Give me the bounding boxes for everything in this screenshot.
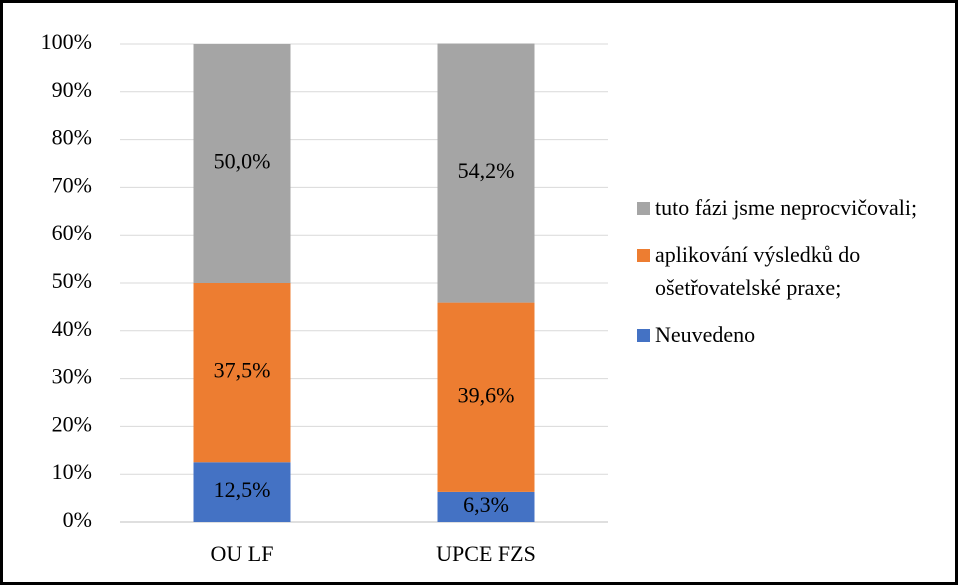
- legend-item: aplikování výsledků do ošetřovatelské pr…: [637, 238, 937, 304]
- bar-segment: [437, 43, 535, 303]
- chart: 0% 10% 20% 30% 40% 50% 60% 70% 80% 90% 100% OU LF 12…: [41, 29, 608, 566]
- y-tick-label: 50%: [52, 268, 92, 293]
- x-tick-label: UPCE FZS: [436, 541, 536, 566]
- y-tick-label: 40%: [52, 316, 92, 341]
- legend-label: Neuvedeno: [655, 322, 756, 347]
- legend-item: tuto fázi jsme neprocvičovali;: [637, 191, 937, 224]
- y-tick-label: 100%: [41, 29, 92, 54]
- legend-label: tuto fázi jsme neprocvičovali;: [655, 195, 918, 220]
- bar-segment: [437, 491, 535, 522]
- y-tick-label: 0%: [63, 507, 92, 532]
- data-label: 54,2%: [458, 158, 515, 183]
- y-tick-label: 80%: [52, 125, 92, 150]
- legend-label: aplikování výsledků do ošetřovatelské pr…: [655, 242, 861, 300]
- data-label: 37,5%: [214, 358, 271, 383]
- data-label: 50,0%: [214, 149, 271, 174]
- y-tick-label: 20%: [52, 411, 92, 436]
- legend-swatch: [637, 249, 650, 262]
- legend-swatch: [637, 329, 650, 342]
- legend-item: Neuvedeno: [637, 318, 937, 351]
- y-tick-label: 60%: [52, 220, 92, 245]
- y-tick-label: 30%: [52, 364, 92, 389]
- bar-segment: [193, 283, 291, 463]
- bar-segment: [193, 462, 291, 522]
- data-label: 12,5%: [214, 477, 271, 502]
- y-tick-label: 90%: [52, 77, 92, 102]
- legend: tuto fázi jsme neprocvičovali; aplikování…: [637, 191, 937, 365]
- data-label: 39,6%: [458, 382, 515, 407]
- y-tick-label: 70%: [52, 172, 92, 197]
- legend-swatch: [637, 202, 650, 215]
- bar-segment: [437, 302, 535, 492]
- x-tick-label: OU LF: [211, 541, 274, 566]
- data-label: 6,3%: [463, 492, 509, 517]
- bar-segment: [193, 44, 291, 283]
- y-tick-label: 10%: [52, 459, 92, 484]
